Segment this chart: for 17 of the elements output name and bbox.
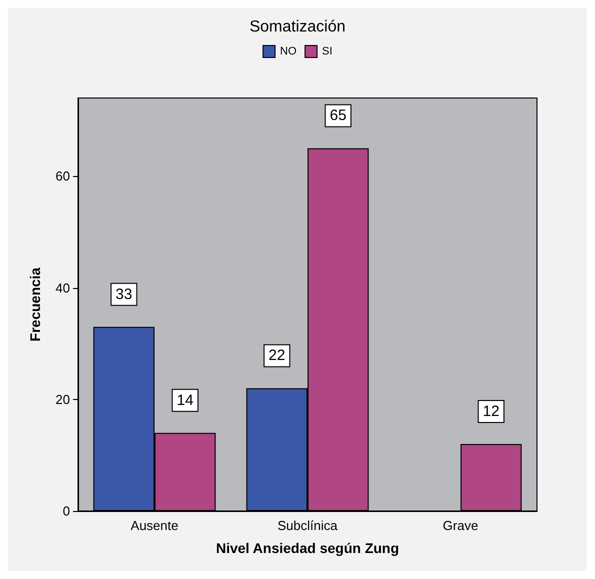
data-label: 65: [330, 107, 346, 124]
data-label: 22: [268, 347, 286, 364]
y-tick-label: 40: [56, 280, 70, 296]
x-axis-title: Nivel Ansiedad según Zung: [216, 540, 400, 556]
y-tick-label: 60: [56, 168, 70, 184]
y-tick-label: 0: [62, 504, 70, 518]
data-label: 12: [482, 403, 500, 420]
legend-label: SI: [322, 46, 332, 58]
x-tick-label: Subclínica: [278, 518, 338, 533]
y-axis-title: Frecuencia: [27, 267, 43, 342]
data-label: 14: [176, 392, 194, 409]
data-label: 33: [116, 286, 132, 303]
legend-label: NO: [280, 46, 297, 58]
legend-title: Somatización: [249, 18, 346, 36]
x-tick-label: Ausente: [130, 518, 178, 533]
y-tick-label: 20: [56, 392, 70, 407]
x-tick-label: Grave: [442, 518, 478, 533]
